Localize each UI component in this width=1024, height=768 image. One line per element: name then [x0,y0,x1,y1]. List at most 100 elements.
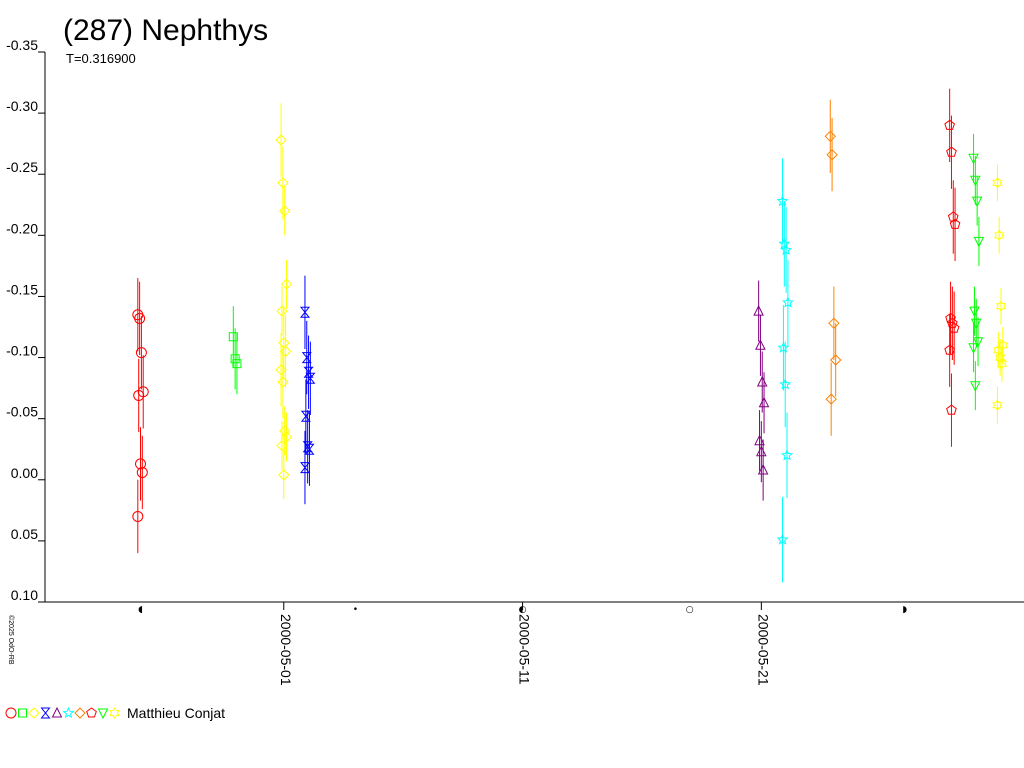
y-tick-label: 0.05 [11,526,38,542]
hexagram-marker [994,229,1005,242]
circle-marker [133,389,145,401]
square-marker [230,354,240,364]
credit-label: ©2025 OdO-RB [7,615,15,665]
series-star [776,158,794,583]
pentagon-marker [946,146,957,157]
y-tick-label: 0.10 [11,587,38,603]
circle-marker [135,458,147,470]
diamond-marker [824,130,837,143]
triangle-marker [758,396,770,408]
star-marker [776,533,789,545]
diamond-marker [278,425,291,437]
x-ticks: 2000-05-01 2000-05-11 2000-05-21 [278,602,771,686]
diamond-marker [277,177,289,189]
hexagram-marker [994,351,1006,364]
star-marker [777,341,790,353]
triangle-marker [753,304,764,316]
y-ticks: -0.35 -0.30 -0.25 -0.20 -0.15 -0.10 -0.05 0.00 0… [6,37,45,603]
triangle-down-marker [971,196,983,208]
moon-phase-marker: • [353,605,358,615]
triangle-down-marker [972,337,984,348]
triangle-down-marker [973,236,985,248]
hourglass-marker [305,372,316,384]
data-points [132,88,1009,583]
y-tick-label: -0.25 [6,159,38,175]
hourglass-marker [299,306,311,318]
series-circle [132,278,149,554]
moon-phase-marker: ◐ [519,605,527,615]
triangle-marker [51,706,63,718]
pentagon-marker [944,119,955,130]
square-marker [18,708,27,718]
x-tick-label: 2000-05-11 [517,614,533,685]
moon-phase-marker: ◖ [138,605,143,615]
diamond-marker [280,278,293,290]
diamond-marker [278,205,291,217]
diamond-marker [275,134,287,146]
square-marker [232,359,242,369]
series-triangle [753,280,770,501]
series-hexagram [992,164,1009,424]
moon-phase-marker: ○ [686,605,694,615]
pentagon-marker [949,218,961,229]
diamond-marker [276,305,288,317]
hexagram-marker [995,300,1007,313]
diamond-marker [826,148,838,161]
diamond-marker [828,317,840,330]
circle-marker [134,312,146,324]
y-tick-label: -0.05 [6,404,38,420]
circle-marker [135,347,147,359]
phase-markers: ◖ • ◐ ○ ◗ [138,605,907,615]
diamond-marker [829,354,842,366]
hexagram-marker [996,357,1008,370]
series-hourglass [299,275,316,505]
diamond-marker [825,393,837,405]
star-marker [779,378,792,390]
circle-marker [136,466,148,478]
pentagon-marker [86,707,97,718]
diamond-marker [74,707,86,719]
diamond-marker [28,707,40,719]
triangle-down-marker [968,343,979,354]
star-marker [781,448,794,461]
triangle-marker [755,339,766,350]
y-tick-label: 0.00 [11,465,38,481]
y-tick-label: -0.10 [6,343,38,359]
pentagon-marker [948,322,960,333]
chart-subtitle: T=0.316900 [66,51,136,66]
star-marker [62,706,75,719]
triangle-marker [757,463,769,475]
hourglass-marker [299,462,311,474]
hexagram-marker [109,707,120,719]
star-marker [780,243,793,256]
triangle-down-marker [969,381,981,392]
pentagon-marker [947,317,958,328]
legend-observer: Matthieu Conjat [127,705,225,721]
diamond-marker [278,469,290,481]
series-pentagon [944,88,961,447]
hourglass-marker [40,707,51,719]
x-tick-label: 2000-05-21 [755,614,771,686]
hourglass-marker [304,443,315,455]
hexagram-marker [992,176,1003,189]
y-tick-label: -0.35 [6,37,38,53]
star-marker [776,194,789,207]
series-diamond [275,103,293,500]
series-diamond [824,99,842,436]
diamond-marker [279,345,292,358]
pentagon-marker [944,344,955,355]
y-tick-label: -0.20 [6,220,38,236]
star-marker [781,296,794,308]
diamond-marker [276,439,288,452]
diamond-marker [280,431,293,443]
series-square [228,306,242,395]
hexagram-marker [992,399,1003,412]
legend [5,706,120,720]
diamond-marker [275,364,287,376]
chart-title: (287) Nephthys [63,14,268,47]
y-tick-label: -0.30 [6,98,38,114]
circle-marker [5,707,17,719]
triangle-down-marker [97,708,109,720]
pentagon-marker [946,404,957,415]
